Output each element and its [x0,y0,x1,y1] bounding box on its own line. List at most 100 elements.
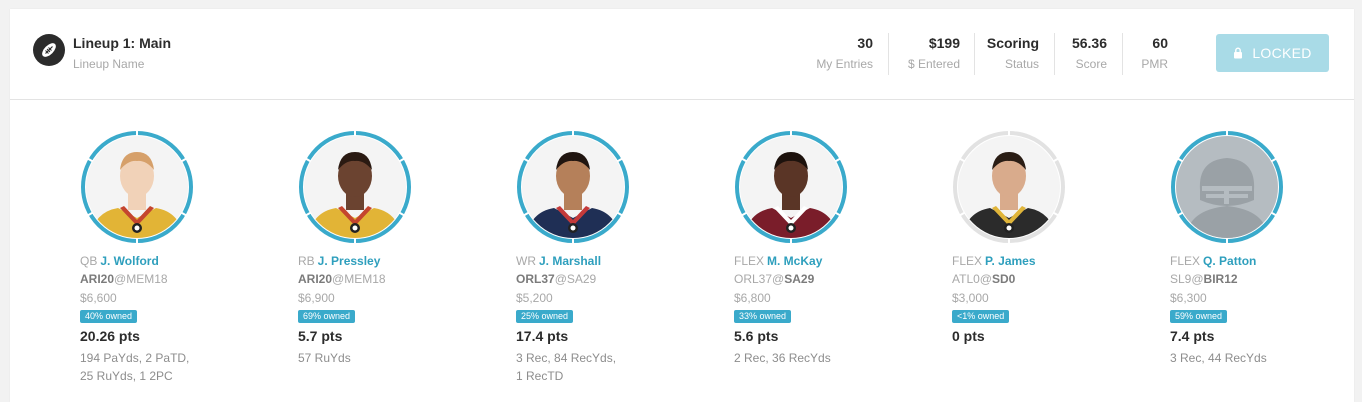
player-position: FLEX [734,254,765,268]
locked-label: LOCKED [1252,45,1312,61]
ownership-ring [81,130,193,244]
locked-button[interactable]: LOCKED [1216,34,1329,72]
player-photo [86,136,188,238]
player-game-part: ATL0 [952,272,980,286]
ownership-ring [953,130,1065,244]
stat-entered: $199 $ Entered [900,35,960,71]
divider [1054,33,1055,75]
stat-label: My Entries [816,57,873,71]
divider [888,33,889,75]
player-points: 17.4 pts [516,328,569,344]
player-stats: 57 RuYds [298,349,478,367]
player-game-part: @ [114,272,127,286]
lineup-title: Lineup 1: Main [73,35,171,51]
player-photo [740,136,842,238]
player-stats: 3 Rec, 84 RecYds, 1 RecTD [516,349,696,385]
ownership-badge: 33% owned [734,310,792,323]
lineup-card: Lineup 1: Main Lineup Name 30 My Entries… [10,9,1354,402]
avatar-placeholder-image [1176,136,1278,238]
player-stats-line-1: 57 RuYds [298,351,351,365]
ownership-ring [517,130,629,244]
player-game: SL9@BIR12 [1170,272,1238,286]
ownership-ring [1171,130,1283,244]
player-name-link[interactable]: J. Marshall [539,254,602,268]
player-game: ARI20@MEM18 [80,272,168,286]
player-name-link[interactable]: Q. Patton [1203,254,1257,268]
ownership-badge: <1% owned [952,310,1010,323]
stat-status: Scoring Status [985,35,1039,71]
stat-value: 56.36 [1071,35,1107,51]
stat-value: 30 [857,35,873,51]
player-game-part: @ [979,272,992,286]
player-game: ATL0@SD0 [952,272,1015,286]
player-game-part: SA29 [566,272,597,286]
player-points: 0 pts [952,328,985,344]
player-position-name: QB J. Wolford [80,254,159,268]
player-salary: $6,900 [298,291,335,305]
avatar-image [1176,136,1278,238]
player-stats-line-1: 2 Rec, 36 RecYds [734,351,831,365]
stat-label: PMR [1141,57,1168,71]
player-name-link[interactable]: J. Wolford [100,254,159,268]
avatar[interactable] [1170,130,1284,244]
player-stats-line-1: 3 Rec, 44 RecYds [1170,351,1267,365]
player-points: 5.7 pts [298,328,343,344]
player-salary: $6,600 [80,291,117,305]
stat-value: $199 [928,35,960,51]
stat-label: $ Entered [907,57,960,71]
avatar[interactable] [298,130,412,244]
player-position-name: WR J. Marshall [516,254,601,268]
avatar[interactable] [952,130,1066,244]
avatar[interactable] [734,130,848,244]
ownership-ring [299,130,411,244]
player-stats: 2 Rec, 36 RecYds [734,349,914,367]
player-game-part: ORL37 [516,272,555,286]
player-salary: $6,300 [1170,291,1207,305]
ownership-badge: 40% owned [80,310,138,323]
avatar-image [958,136,1060,238]
player-game-part: SL9 [1170,272,1192,286]
player-game-part: ARI20 [80,272,115,286]
player-salary: $3,000 [952,291,989,305]
stat-label: Score [1075,57,1107,71]
player-points: 7.4 pts [1170,328,1215,344]
divider [974,33,975,75]
avatar[interactable] [80,130,194,244]
player-stats-line-1: 194 PaYds, 2 PaTD, [80,351,190,365]
stat-my-entries: 30 My Entries [803,35,873,71]
avatar-image [304,136,406,238]
player-stats: 194 PaYds, 2 PaTD, 25 RuYds, 1 2PC [80,349,260,385]
player-position: QB [80,254,98,268]
player-game: ORL37@SA29 [734,272,814,286]
player-stats: 3 Rec, 44 RecYds [1170,349,1350,367]
player-name-link[interactable]: P. James [985,254,1036,268]
ownership-badge: 69% owned [298,310,356,323]
lineup-subtitle: Lineup Name [73,57,145,71]
player-stats-line-1: 3 Rec, 84 RecYds, [516,351,617,365]
player-position-name: FLEX P. James [952,254,1036,268]
divider [1122,33,1123,75]
player-game-part: SA29 [784,272,815,286]
player-position-name: FLEX M. McKay [734,254,822,268]
player-game: ARI20@MEM18 [298,272,386,286]
player-game-part: @ [1191,272,1204,286]
player-name-link[interactable]: J. Pressley [317,254,381,268]
player-position-name: RB J. Pressley [298,254,380,268]
player-photo [522,136,624,238]
player-game-part: ARI20 [298,272,333,286]
player-photo [958,136,1060,238]
avatar-image [522,136,624,238]
player-position: RB [298,254,315,268]
player-game-part: @ [332,272,345,286]
player-game-part: @ [772,272,785,286]
player-stats-line-2: 25 RuYds, 1 2PC [80,369,173,383]
avatar[interactable] [516,130,630,244]
lineup-header: Lineup 1: Main Lineup Name 30 My Entries… [10,9,1354,100]
avatar-image [86,136,188,238]
player-stats-line-2: 1 RecTD [516,369,564,383]
ownership-badge: 59% owned [1170,310,1228,323]
lock-icon [1234,47,1243,59]
player-name-link[interactable]: M. McKay [767,254,823,268]
stat-value: 60 [1152,35,1168,51]
stat-pmr: 60 PMR [1135,35,1168,71]
